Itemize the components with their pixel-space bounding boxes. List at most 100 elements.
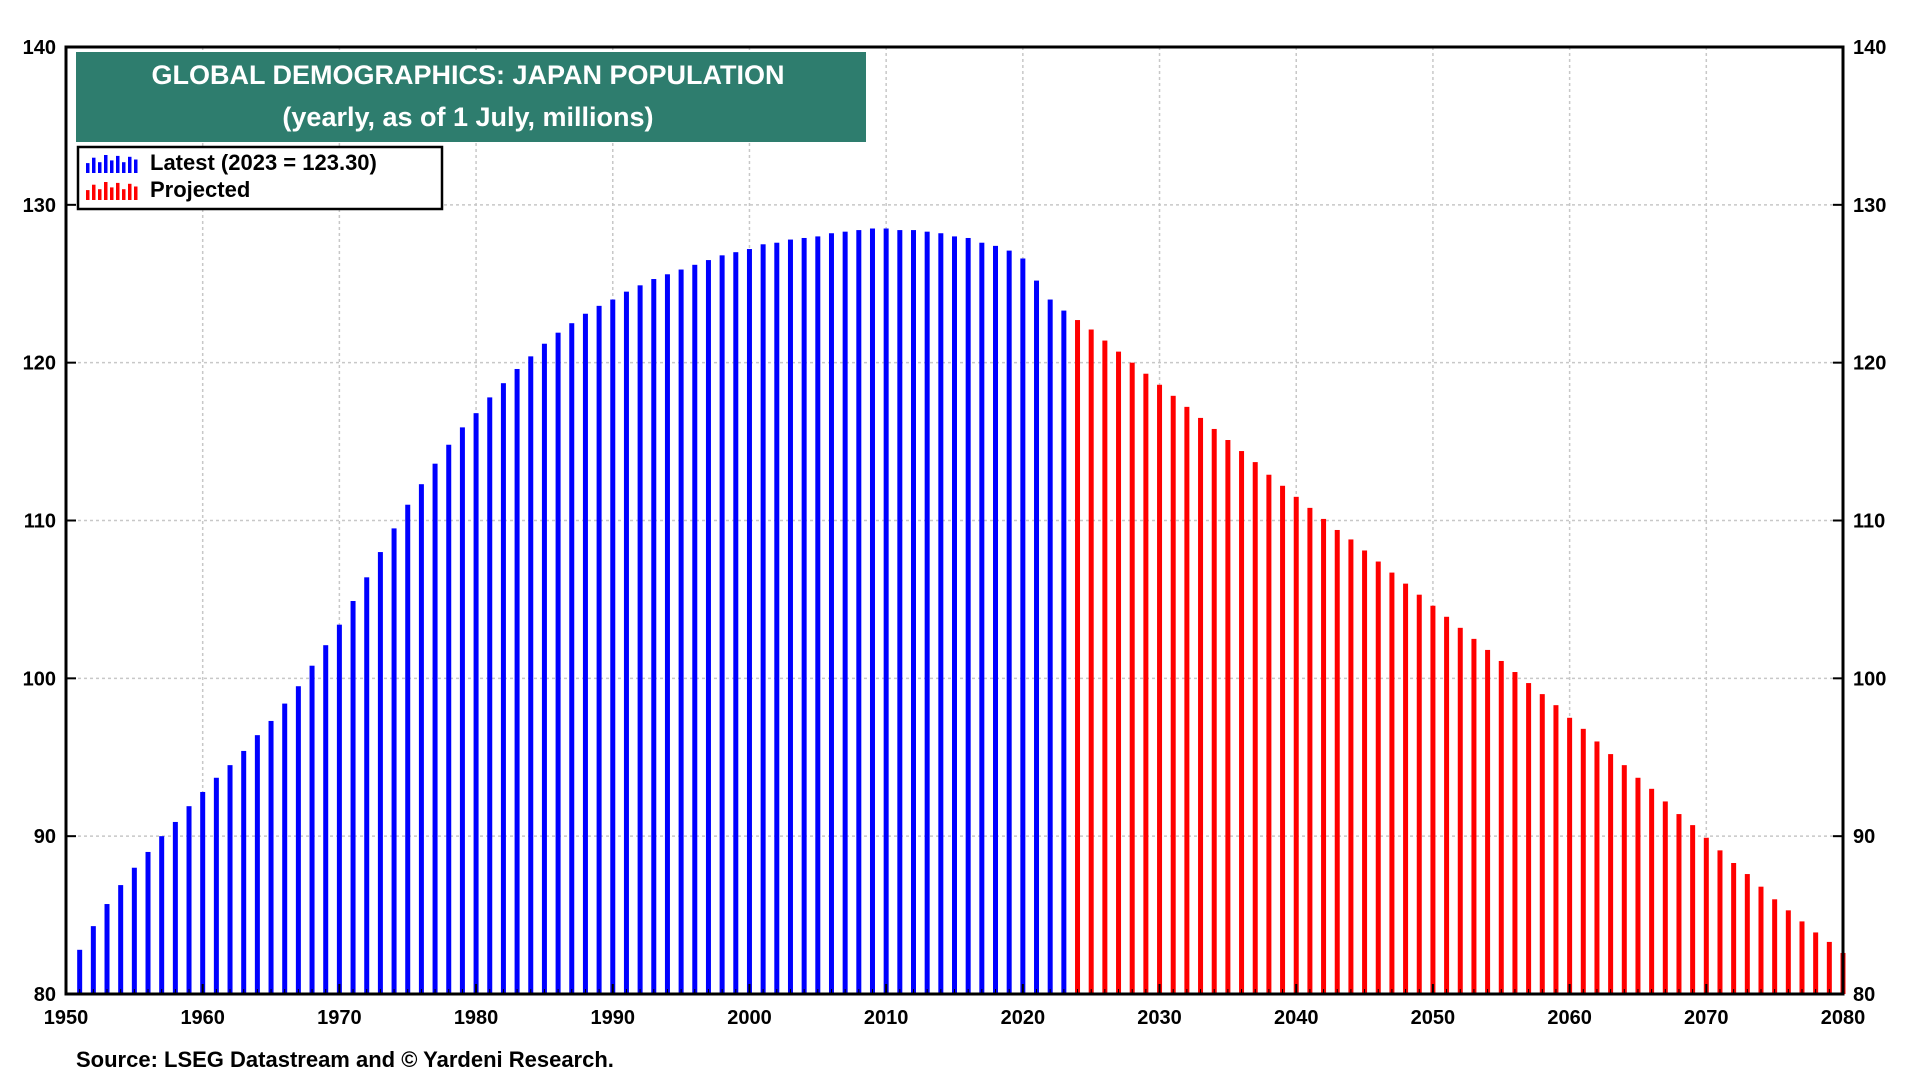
legend-swatch-bar xyxy=(92,184,96,200)
chart-title: GLOBAL DEMOGRAPHICS: JAPAN POPULATION xyxy=(151,60,784,90)
bar-latest xyxy=(473,413,479,994)
bar-latest xyxy=(295,686,301,994)
x-tick-label: 2000 xyxy=(727,1007,772,1029)
bar-latest xyxy=(200,791,206,994)
bar-latest xyxy=(883,228,889,995)
bar-latest xyxy=(801,237,807,994)
bar-projected xyxy=(1485,649,1491,994)
bar-projected xyxy=(1594,741,1600,994)
bar-projected xyxy=(1321,518,1327,994)
x-tick-label: 2020 xyxy=(1001,1007,1046,1029)
x-tick-label: 2080 xyxy=(1821,1007,1866,1029)
bar-latest xyxy=(104,904,110,994)
y-tick-label-right: 80 xyxy=(1853,984,1875,1006)
bar-latest xyxy=(623,291,629,994)
bar-latest xyxy=(815,236,821,994)
legend-swatch-bar xyxy=(122,162,126,173)
bar-projected xyxy=(1717,850,1723,994)
bar-projected xyxy=(1280,485,1286,994)
bar-projected xyxy=(1075,320,1081,995)
legend-swatch-bar xyxy=(110,160,114,173)
bar-latest xyxy=(350,600,356,994)
bar-latest xyxy=(446,444,452,994)
x-tick-label: 1970 xyxy=(317,1007,362,1029)
bar-latest xyxy=(979,242,985,995)
legend-swatch-bar xyxy=(104,155,108,173)
bar-projected xyxy=(1457,627,1463,994)
bar-projected xyxy=(1157,384,1163,995)
legend-swatch-bar xyxy=(134,186,138,200)
chart-subtitle: (yearly, as of 1 July, millions) xyxy=(282,102,653,132)
legend-swatch-bar xyxy=(116,182,120,200)
bars xyxy=(77,228,1846,995)
bar-latest xyxy=(282,703,288,994)
bar-latest xyxy=(938,233,944,994)
bar-projected xyxy=(1676,814,1682,994)
legend-swatch-bar xyxy=(86,190,90,200)
bar-projected xyxy=(1403,583,1409,994)
legend-swatch-bar xyxy=(98,189,102,200)
bar-projected xyxy=(1662,801,1668,994)
y-tick-label-right: 140 xyxy=(1853,37,1886,59)
bar-projected xyxy=(1198,417,1204,994)
bar-latest xyxy=(528,356,534,994)
bar-projected xyxy=(1129,362,1135,995)
legend-label-projected: Projected xyxy=(150,177,250,202)
bar-latest xyxy=(678,269,684,994)
x-tick-label: 2060 xyxy=(1547,1007,1592,1029)
bar-projected xyxy=(1813,932,1819,994)
legend-swatch-bar xyxy=(92,157,96,173)
bar-latest xyxy=(705,260,711,994)
bar-latest xyxy=(637,285,643,994)
bar-latest xyxy=(90,926,96,994)
bar-projected xyxy=(1785,910,1791,994)
bar-latest xyxy=(227,765,233,994)
bar-projected xyxy=(1512,672,1518,994)
x-axis-labels: 1950 1960 1970 1980 1990 2000 2010 2020 2030 2040… xyxy=(44,1007,1866,1029)
bar-projected xyxy=(1526,683,1532,994)
bar-latest xyxy=(254,735,260,994)
legend-label-latest: Latest (2023 = 123.30) xyxy=(150,150,377,175)
bar-latest xyxy=(746,249,752,994)
axis-ticks xyxy=(65,46,1844,995)
bar-projected xyxy=(1799,921,1805,994)
bar-projected xyxy=(1539,694,1545,994)
bar-latest xyxy=(1047,299,1053,994)
legend-swatch-bar xyxy=(128,183,132,200)
bar-latest xyxy=(952,236,957,994)
bar-latest xyxy=(145,851,151,994)
bar-latest xyxy=(869,228,875,995)
legend-swatch-projected xyxy=(86,182,138,200)
bar-latest xyxy=(719,255,725,995)
legend-swatch-bar xyxy=(98,162,102,173)
bar-latest xyxy=(309,665,315,994)
bar-latest xyxy=(432,463,438,994)
source-note: Source: LSEG Datastream and © Yardeni Re… xyxy=(76,1047,614,1072)
y-axis-left-labels: 80 90 100 110 120 130 140 xyxy=(23,37,56,1006)
bar-latest xyxy=(172,821,178,994)
y-tick-label-right: 100 xyxy=(1853,668,1886,690)
x-tick-label: 2010 xyxy=(864,1007,909,1029)
bar-latest xyxy=(487,397,493,994)
x-tick-label: 1990 xyxy=(591,1007,636,1029)
bar-latest xyxy=(787,239,793,995)
bar-latest xyxy=(651,279,657,994)
bar-latest xyxy=(1061,310,1067,994)
x-tick-label: 2050 xyxy=(1411,1007,1456,1029)
bar-projected xyxy=(1307,507,1313,994)
bar-projected xyxy=(1826,941,1832,994)
bar-latest xyxy=(377,552,383,994)
bar-latest xyxy=(268,720,274,994)
bar-latest xyxy=(213,777,219,994)
bar-latest xyxy=(418,484,424,994)
bar-projected xyxy=(1430,605,1436,994)
y-tick-label-left: 110 xyxy=(24,511,56,533)
bar-projected xyxy=(1444,616,1450,994)
bar-projected xyxy=(1608,754,1614,994)
bar-latest xyxy=(924,231,930,995)
bar-projected xyxy=(1471,638,1477,994)
bar-projected xyxy=(1211,428,1217,994)
bar-latest xyxy=(569,323,575,994)
bar-projected xyxy=(1362,550,1368,994)
bar-projected xyxy=(1348,539,1354,994)
